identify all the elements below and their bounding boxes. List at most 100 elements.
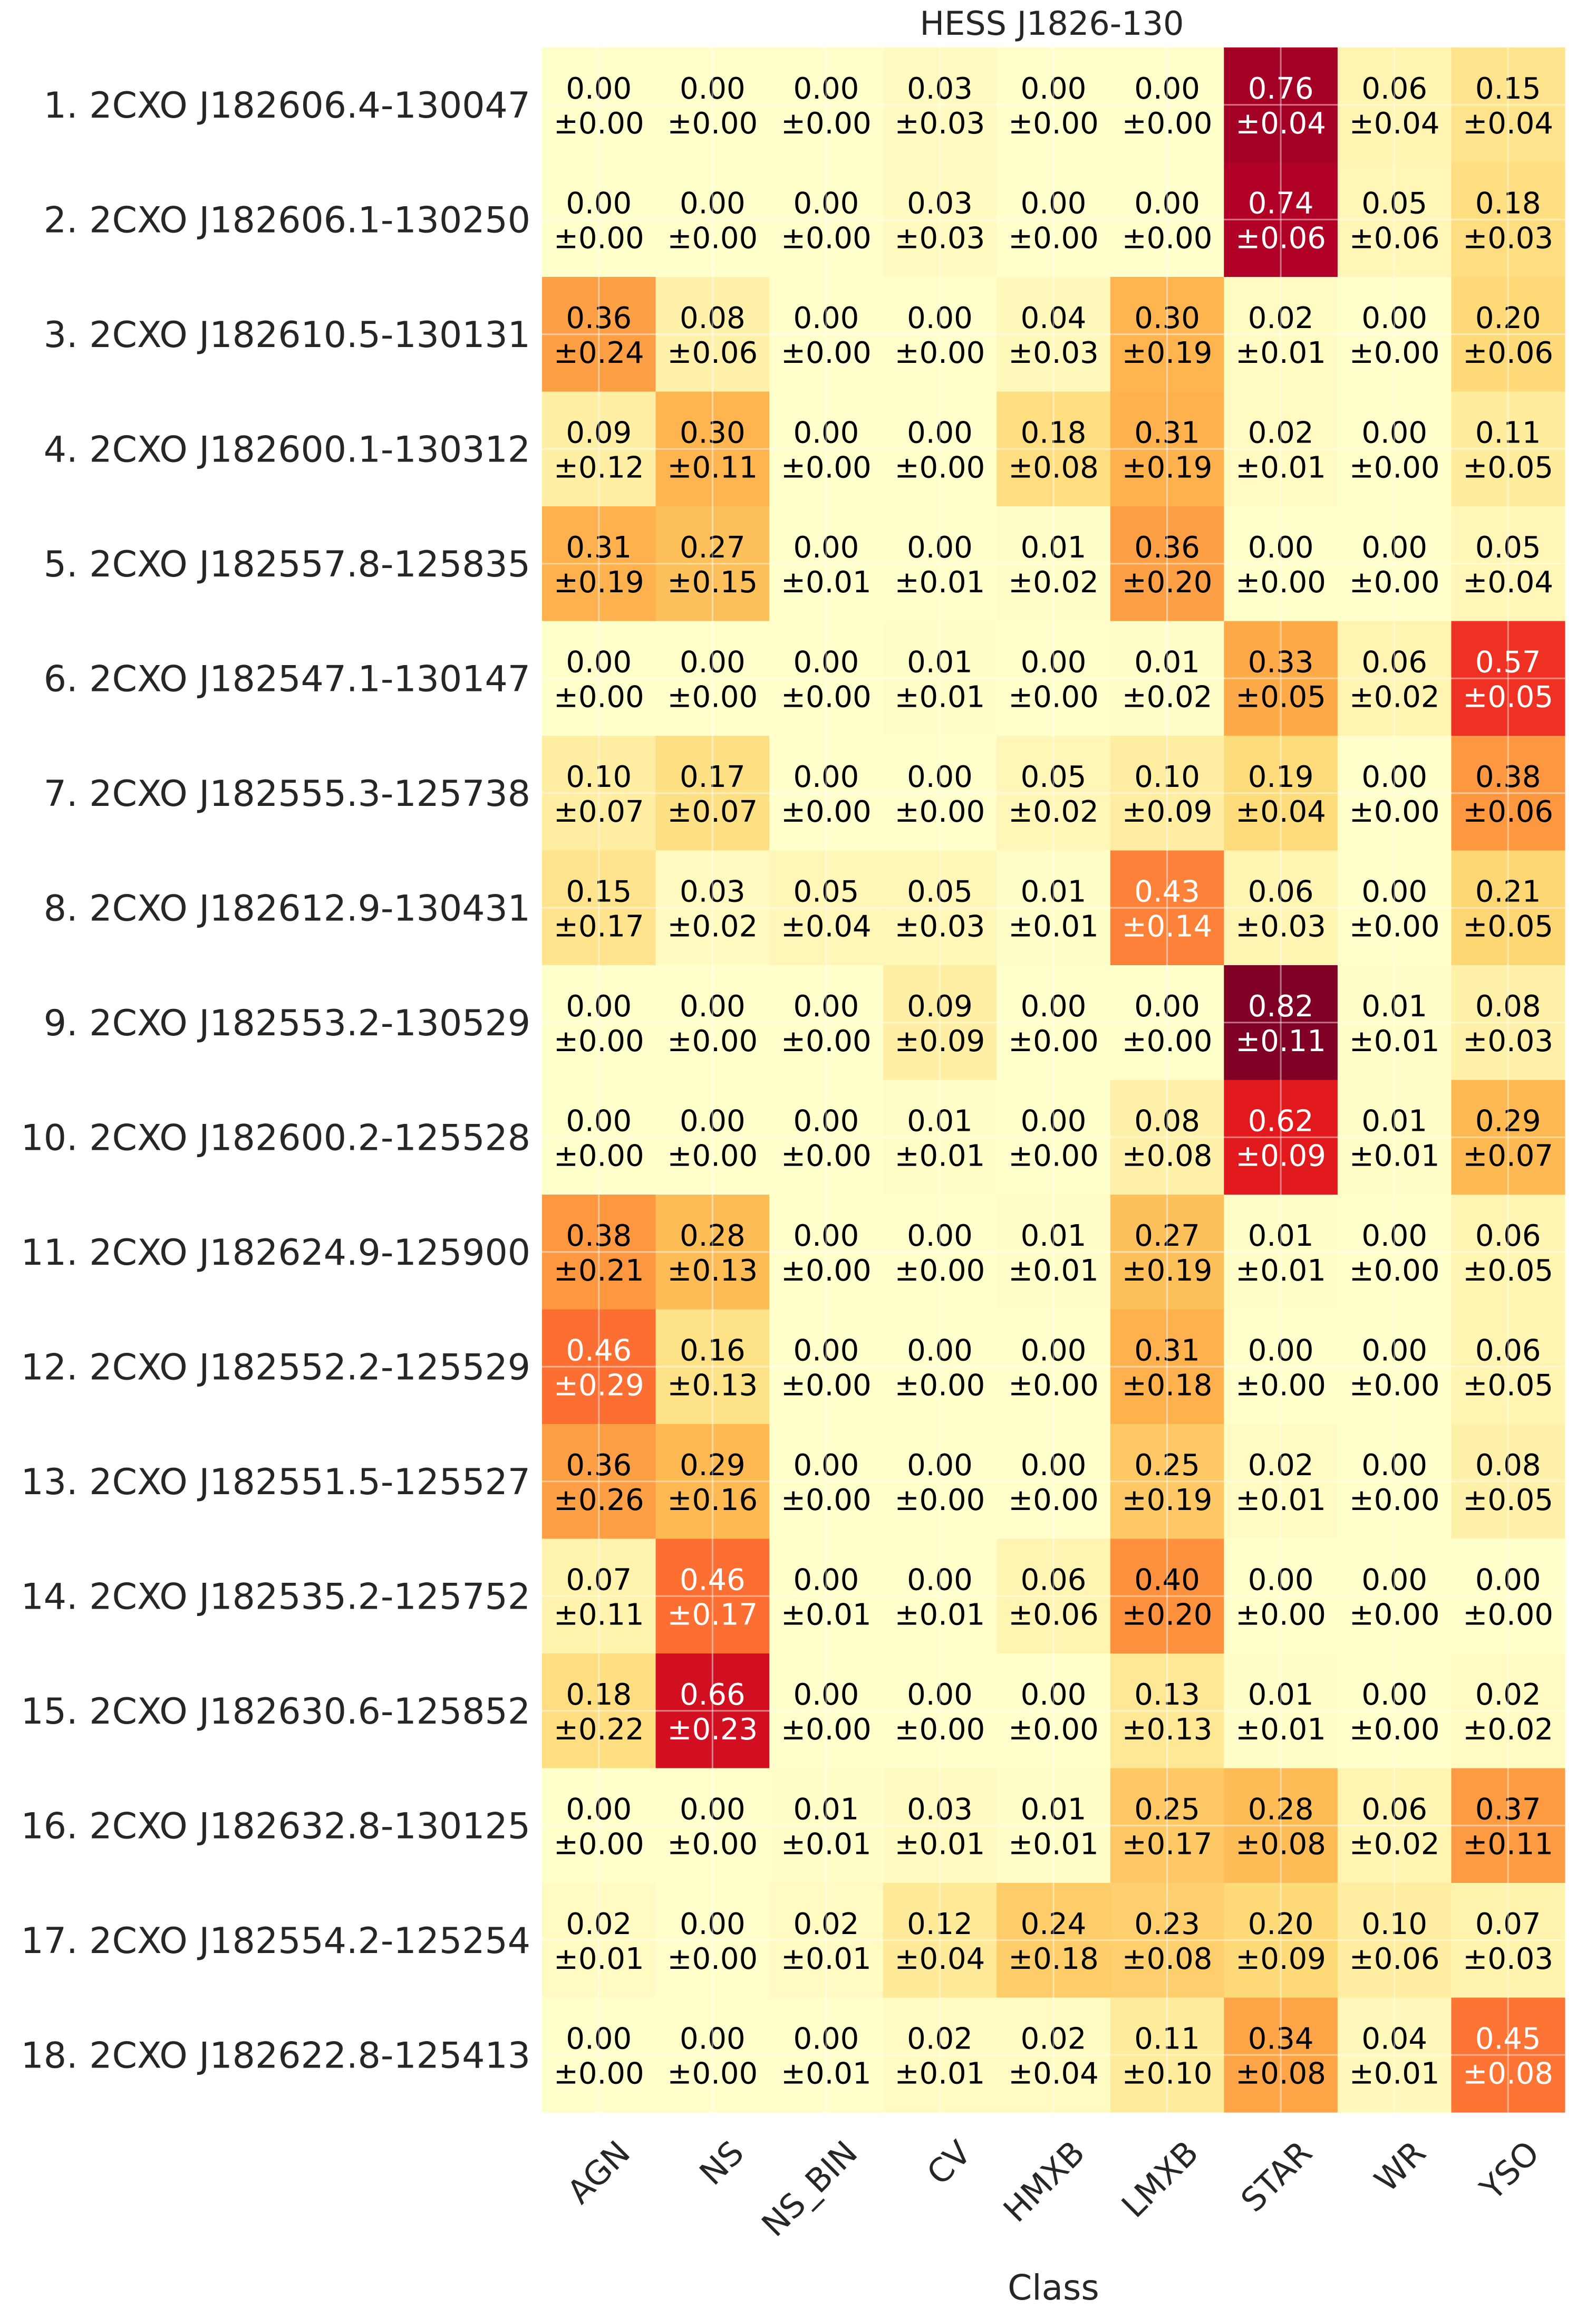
cell-value-label: 0.06: [1021, 1563, 1087, 1597]
heatmap-cell: [1224, 1195, 1338, 1310]
heatmap-cell: [769, 1309, 884, 1425]
cell-value-label: 0.18: [1475, 186, 1541, 220]
heatmap-cell: [883, 1424, 997, 1539]
cell-error-label: ±0.21: [554, 1254, 644, 1288]
cell-error-label: ±0.19: [554, 565, 644, 600]
cell-value-label: 0.11: [1134, 2022, 1200, 2056]
cell-error-label: ±0.00: [895, 1368, 985, 1402]
cell-error-label: ±0.03: [895, 107, 985, 141]
cell-error-label: ±0.15: [668, 565, 758, 600]
cell-error-label: ±0.01: [554, 1942, 644, 1976]
heatmap-cell: [1224, 1883, 1338, 1998]
heatmap-cell: [1224, 162, 1338, 277]
cell-value-label: 0.02: [907, 2022, 973, 2056]
heatmap-cell: [1110, 1424, 1224, 1539]
heatmap-cell: [769, 277, 884, 392]
cell-error-label: ±0.04: [781, 909, 872, 944]
row-label: 9. 2CXO J182553.2-130529: [44, 1003, 530, 1044]
cell-value-label: 0.00: [794, 531, 859, 565]
cell-value-label: 0.31: [1134, 1333, 1200, 1368]
heatmap-cell: [1451, 277, 1565, 392]
cell-error-label: ±0.01: [1008, 1827, 1099, 1861]
cell-value-label: 0.18: [566, 1678, 632, 1712]
heatmap-cell: [883, 391, 997, 507]
row-label: 16. 2CXO J182632.8-130125: [21, 1805, 530, 1847]
cell-error-label: ±0.00: [781, 1713, 872, 1747]
cell-value-label: 0.25: [1134, 1792, 1200, 1826]
cell-error-label: ±0.06: [1463, 795, 1553, 829]
cell-value-label: 0.00: [1134, 989, 1200, 1024]
cell-error-label: ±0.04: [895, 1942, 985, 1976]
cell-error-label: ±0.20: [1122, 1598, 1213, 1632]
cell-value-label: 0.00: [1475, 1563, 1541, 1597]
cell-error-label: ±0.06: [1349, 221, 1440, 255]
cell-value-label: 0.00: [1361, 874, 1427, 909]
cell-value-label: 0.00: [907, 531, 973, 565]
cell-value-label: 0.00: [1021, 989, 1087, 1024]
heatmap-cell: [655, 1997, 770, 2113]
cell-error-label: ±0.06: [1235, 221, 1326, 255]
cell-error-label: ±0.01: [895, 1827, 985, 1861]
cell-error-label: ±0.02: [1122, 680, 1213, 714]
cell-error-label: ±0.06: [668, 336, 758, 370]
heatmap-cell: [1451, 1883, 1565, 1998]
cell-value-label: 0.33: [1248, 645, 1314, 679]
cell-error-label: ±0.03: [895, 909, 985, 944]
cell-value-label: 0.01: [1021, 1792, 1087, 1826]
cell-error-label: ±0.04: [1008, 2056, 1099, 2091]
cell-value-label: 0.09: [907, 989, 973, 1024]
cell-error-label: ±0.00: [1008, 1024, 1099, 1059]
heatmap-cell: [997, 1538, 1111, 1654]
cell-error-label: ±0.00: [554, 680, 644, 714]
cell-error-label: ±0.14: [1122, 909, 1213, 944]
cell-value-label: 0.00: [907, 416, 973, 450]
heatmap-cell: [1110, 391, 1224, 507]
cell-value-label: 0.18: [1021, 416, 1087, 450]
heatmap-cell: [1224, 1080, 1338, 1195]
row-labels: 1. 2CXO J182606.4-130047 2. 2CXO J182606.…: [21, 85, 530, 2077]
row-label: 13. 2CXO J182551.5-125527: [21, 1461, 530, 1503]
cell-value-label: 0.01: [1361, 989, 1427, 1024]
cell-value-label: 0.05: [1361, 186, 1427, 220]
cell-value-label: 0.00: [680, 645, 746, 679]
cell-error-label: ±0.04: [1235, 795, 1326, 829]
cell-value-label: 0.06: [1361, 72, 1427, 106]
heatmap-cell: [1224, 850, 1338, 966]
cell-value-label: 0.00: [1021, 1448, 1087, 1483]
cell-error-label: ±0.04: [1463, 565, 1553, 600]
cell-value-label: 0.00: [1021, 1678, 1087, 1712]
heatmap-cell: [997, 277, 1111, 392]
cell-value-label: 0.46: [680, 1563, 746, 1597]
heatmap-cell: [997, 1309, 1111, 1425]
heatmap-cell: [1337, 965, 1452, 1080]
heatmap-cell: [1451, 1195, 1565, 1310]
cell-value-label: 0.00: [1361, 416, 1427, 450]
heatmap-cell: [542, 621, 656, 736]
heatmap-cell: [883, 1883, 997, 1998]
cell-error-label: ±0.02: [1349, 1827, 1440, 1861]
cell-error-label: ±0.01: [1008, 909, 1099, 944]
cell-value-label: 0.40: [1134, 1563, 1200, 1597]
row-label: 12. 2CXO J182552.2-125529: [21, 1346, 530, 1388]
cell-error-label: ±0.01: [781, 1598, 872, 1632]
cell-error-label: ±0.11: [668, 450, 758, 485]
cell-error-label: ±0.00: [668, 1024, 758, 1059]
chart-title: HESS J1826-130: [920, 4, 1184, 43]
heatmap-cell: [1451, 391, 1565, 507]
cell-error-label: ±0.00: [1122, 1024, 1213, 1059]
cell-error-label: ±0.00: [668, 1827, 758, 1861]
cell-value-label: 0.66: [680, 1678, 746, 1712]
heatmap-cell: [1337, 1424, 1452, 1539]
heatmap-cell: [1337, 1997, 1452, 2113]
cell-value-label: 0.62: [1248, 1104, 1314, 1138]
cell-error-label: ±0.19: [1122, 1483, 1213, 1517]
cell-error-label: ±0.03: [1463, 221, 1553, 255]
cell-error-label: ±0.17: [668, 1598, 758, 1632]
cell-error-label: ±0.00: [1349, 1254, 1440, 1288]
heatmap-cell: [769, 506, 884, 621]
heatmap-cell: [1110, 506, 1224, 621]
cell-value-label: 0.00: [907, 760, 973, 794]
heatmap-cell: [1110, 1768, 1224, 1883]
cell-value-label: 0.00: [907, 1333, 973, 1368]
heatmap-cell: [655, 1309, 770, 1425]
